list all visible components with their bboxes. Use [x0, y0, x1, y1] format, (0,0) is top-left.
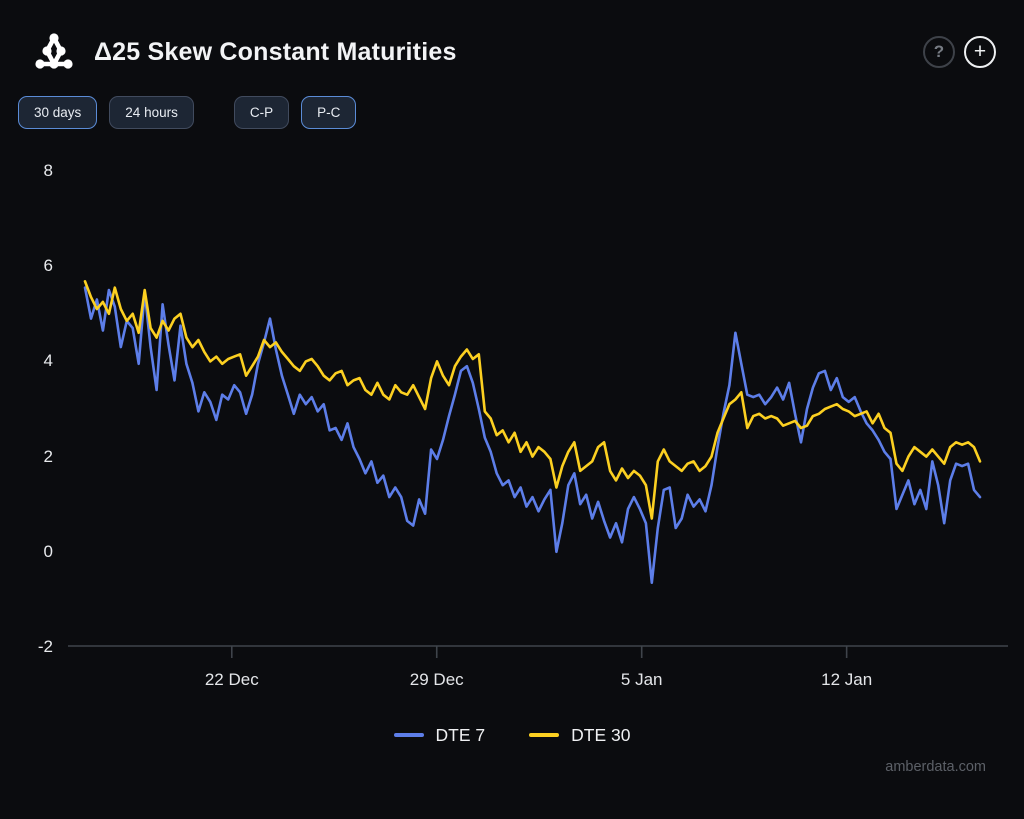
legend-swatch-dte-7 [393, 733, 424, 737]
x-tick-label-22-dec: 22 Dec [204, 670, 259, 689]
y-tick-label-0: 0 [43, 541, 53, 561]
range-button-group: 30 days 24 hours [18, 96, 194, 129]
dte-7-line [83, 286, 982, 585]
add-button[interactable]: + [964, 36, 996, 68]
x-axis-ticks [230, 646, 848, 658]
legend-label-dte-30: DTE 30 [571, 724, 631, 745]
y-tick-label-8: 8 [43, 161, 53, 180]
x-tick-label-12-jan: 12 Jan [821, 670, 873, 689]
legend-swatch-dte-30 [529, 733, 560, 737]
y-tick-label-6: 6 [43, 256, 53, 276]
plus-icon: + [973, 39, 987, 63]
header: Δ25 Skew Constant Maturities ? + [32, 28, 996, 76]
legend-item-dte-7[interactable]: DTE 7 [393, 724, 486, 746]
mode-button-group: C-P P-C [233, 96, 357, 129]
amberdata-logo [35, 33, 73, 69]
filter-button-24-hours[interactable]: 24 hours [109, 96, 194, 129]
chart-series [83, 280, 982, 585]
y-tick-label-2: 2 [43, 446, 53, 466]
page-title: Δ25 Skew Constant Maturities [94, 37, 457, 66]
filter-button-30-days[interactable]: 30 days [18, 96, 98, 129]
filter-button-p-c[interactable]: P-C [301, 96, 357, 129]
dte-30-line [83, 280, 982, 520]
x-tick-label-29-dec: 29 Dec [409, 670, 464, 689]
filter-button-c-p[interactable]: C-P [233, 96, 290, 129]
filter-toolbar: 30 days 24 hours C-P P-C [18, 96, 357, 129]
y-tick-label-neg2: -2 [37, 637, 53, 656]
brand: Δ25 Skew Constant Maturities [32, 31, 457, 73]
legend-label-dte-7: DTE 7 [435, 724, 486, 745]
legend-item-dte-30[interactable]: DTE 30 [529, 725, 630, 746]
chart-legend: DTE 7 DTE 30 [0, 720, 1024, 750]
question-icon: ? [933, 41, 945, 61]
help-button[interactable]: ? [923, 36, 955, 68]
watermark: amberdata.com [885, 759, 986, 775]
y-tick-label-4: 4 [43, 351, 53, 371]
x-tick-label-5-jan: 5 Jan [620, 670, 663, 689]
header-actions: ? + [923, 36, 996, 68]
